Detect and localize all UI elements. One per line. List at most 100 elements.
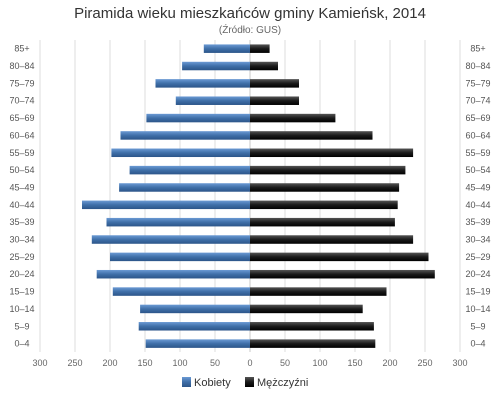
category-label-right: 80–84 [465, 61, 490, 71]
category-label-right: 45–49 [465, 182, 490, 192]
x-tick-label: 100 [172, 358, 187, 368]
category-labels-right: 85+ 80–84 75–79 70–74 65–69 60–64 55–59 50–54 45… [465, 44, 490, 349]
category-label-right: 65–69 [465, 113, 490, 123]
category-labels-left: 85+ 80–84 75–79 70–74 65–69 60–64 55–59 50–54 45… [9, 44, 34, 349]
x-tick-label: 100 [312, 358, 327, 368]
x-tick-label: 150 [347, 358, 362, 368]
bar-kobiety[interactable] [119, 183, 250, 192]
category-label-right: 35–39 [465, 217, 490, 227]
bar-kobiety[interactable] [112, 287, 250, 296]
legend[interactable]: Kobiety Mężczyźni [182, 377, 308, 389]
legend-item-kobiety[interactable]: Kobiety [182, 377, 231, 389]
category-label-left: 30–34 [9, 235, 34, 245]
category-label-left: 0–4 [14, 339, 29, 349]
bar-kobiety[interactable] [106, 217, 251, 227]
bar-mezczyzni[interactable] [250, 200, 398, 210]
x-axis-ticks: 300 250 200 150 100 50 0 50 100 150 200 250 300 [32, 358, 467, 368]
bar-mezczyzni[interactable] [250, 235, 414, 244]
category-label-right: 25–29 [465, 252, 490, 262]
category-label-left: 5–9 [14, 321, 29, 331]
bar-mezczyzni[interactable] [250, 61, 278, 71]
bar-mezczyzni[interactable] [250, 113, 336, 123]
category-label-right: 0–4 [470, 339, 485, 349]
bar-mezczyzni[interactable] [250, 96, 299, 105]
category-label-left: 75–79 [9, 78, 34, 88]
category-label-right: 60–64 [465, 130, 490, 140]
x-tick-label: 250 [417, 358, 432, 368]
bars [82, 44, 435, 348]
bar-kobiety[interactable] [155, 79, 251, 88]
category-label-right: 10–14 [465, 304, 490, 314]
category-label-right: 40–44 [465, 200, 490, 210]
bar-mezczyzni[interactable] [250, 339, 376, 348]
bar-kobiety[interactable] [138, 322, 250, 331]
bar-kobiety[interactable] [129, 165, 250, 175]
category-label-right: 15–19 [465, 287, 490, 297]
category-label-left: 55–59 [9, 148, 34, 158]
category-label-right: 50–54 [465, 165, 490, 175]
category-label-left: 45–49 [9, 182, 34, 192]
legend-item-mezczyzni[interactable]: Mężczyźni [245, 377, 308, 389]
bar-kobiety[interactable] [91, 235, 250, 244]
bar-kobiety[interactable] [203, 44, 250, 53]
category-label-left: 65–69 [9, 113, 34, 123]
bar-mezczyzni[interactable] [250, 252, 429, 262]
x-tick-label: 250 [67, 358, 82, 368]
bar-mezczyzni[interactable] [250, 217, 395, 227]
category-label-left: 40–44 [9, 200, 34, 210]
category-label-left: 25–29 [9, 252, 34, 262]
category-label-left: 35–39 [9, 217, 34, 227]
category-label-left: 70–74 [9, 96, 34, 106]
bar-kobiety[interactable] [111, 148, 251, 158]
category-label-right: 70–74 [465, 96, 490, 106]
grid-lines [39, 40, 461, 352]
legend-swatch-mezczyzni [245, 377, 254, 387]
bar-mezczyzni[interactable] [250, 304, 363, 314]
bar-mezczyzni[interactable] [250, 322, 374, 331]
bar-kobiety[interactable] [182, 61, 250, 71]
category-label-left: 85+ [14, 44, 29, 54]
bar-kobiety[interactable] [120, 131, 251, 140]
category-label-left: 60–64 [9, 130, 34, 140]
bar-kobiety[interactable] [96, 269, 250, 279]
category-label-right: 5–9 [470, 321, 485, 331]
bar-mezczyzni[interactable] [250, 79, 299, 88]
bar-mezczyzni[interactable] [250, 148, 414, 158]
x-tick-label: 0 [247, 358, 252, 368]
bar-mezczyzni[interactable] [250, 165, 406, 175]
category-label-right: 75–79 [465, 78, 490, 88]
category-label-left: 20–24 [9, 269, 34, 279]
legend-label-mezczyzni: Mężczyźni [257, 377, 308, 389]
bar-mezczyzni[interactable] [250, 287, 387, 296]
x-tick-label: 200 [382, 358, 397, 368]
category-label-left: 10–14 [9, 304, 34, 314]
x-tick-label: 300 [452, 358, 467, 368]
x-tick-label: 300 [32, 358, 47, 368]
x-tick-label: 50 [280, 358, 290, 368]
bar-kobiety[interactable] [145, 339, 250, 348]
category-label-left: 15–19 [9, 287, 34, 297]
bar-mezczyzni[interactable] [250, 44, 270, 53]
category-label-left: 50–54 [9, 165, 34, 175]
bar-kobiety[interactable] [110, 252, 250, 262]
chart-subtitle: (Źródło: GUS) [219, 23, 281, 36]
chart-title: Piramida wieku mieszkańców gminy Kamieńs… [74, 5, 426, 22]
bar-mezczyzni[interactable] [250, 269, 435, 279]
legend-swatch-kobiety [182, 377, 191, 387]
x-tick-label: 150 [137, 358, 152, 368]
category-label-right: 20–24 [465, 269, 490, 279]
category-label-right: 85+ [470, 44, 485, 54]
category-label-left: 80–84 [9, 61, 34, 71]
bar-kobiety[interactable] [175, 96, 250, 105]
bar-mezczyzni[interactable] [250, 131, 373, 140]
category-label-right: 55–59 [465, 148, 490, 158]
x-tick-label: 200 [102, 358, 117, 368]
legend-label-kobiety: Kobiety [194, 377, 231, 389]
bar-mezczyzni[interactable] [250, 183, 400, 192]
category-label-right: 30–34 [465, 235, 490, 245]
bar-kobiety[interactable] [140, 304, 250, 314]
bar-kobiety[interactable] [82, 200, 250, 210]
x-tick-label: 50 [210, 358, 220, 368]
bar-kobiety[interactable] [146, 113, 250, 123]
